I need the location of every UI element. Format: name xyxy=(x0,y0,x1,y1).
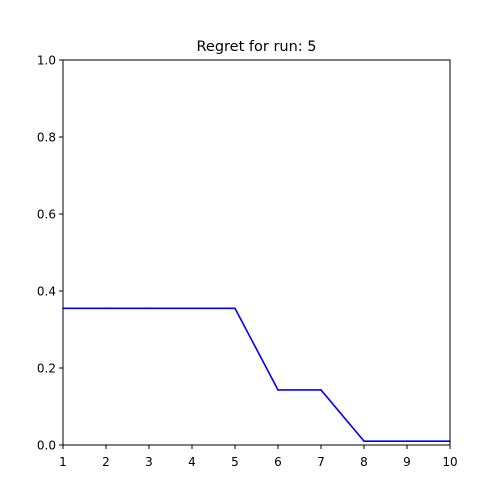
x-tick-label: 2 xyxy=(102,455,110,469)
data-point xyxy=(234,307,236,310)
data-point xyxy=(191,307,193,310)
data-point xyxy=(277,389,279,391)
x-tick-label: 8 xyxy=(360,455,368,469)
plot-area: 1 2 3 4 5 6 7 8 9 10 0.0 0.2 0.4 0.6 0.8 1.0 xyxy=(37,54,458,470)
data-point xyxy=(148,307,150,310)
x-tick-label: 1 xyxy=(59,455,67,469)
y-tick-label: 0.2 xyxy=(37,362,56,376)
x-tick-label: 10 xyxy=(442,455,457,469)
data-point xyxy=(406,440,408,442)
y-tick-label: 0.0 xyxy=(37,439,56,453)
y-tick-label: 0.4 xyxy=(37,285,56,299)
y-tick-label: 1.0 xyxy=(37,54,56,68)
data-point xyxy=(320,389,322,391)
x-tick-label: 7 xyxy=(317,455,325,469)
y-tick-label: 0.8 xyxy=(37,131,56,145)
series-line-0 xyxy=(63,307,450,442)
chart-title: Regret for run: 5 xyxy=(196,39,316,55)
x-tick-label: 4 xyxy=(188,455,196,469)
axes-frame xyxy=(62,59,451,446)
x-tick-label: 3 xyxy=(145,455,153,469)
data-point xyxy=(363,440,365,442)
x-tick-label: 5 xyxy=(231,455,239,469)
data-point xyxy=(105,307,107,310)
x-tick-label: 6 xyxy=(274,455,282,469)
x-tick-label: 9 xyxy=(403,455,411,469)
y-tick-label: 0.6 xyxy=(37,208,56,222)
